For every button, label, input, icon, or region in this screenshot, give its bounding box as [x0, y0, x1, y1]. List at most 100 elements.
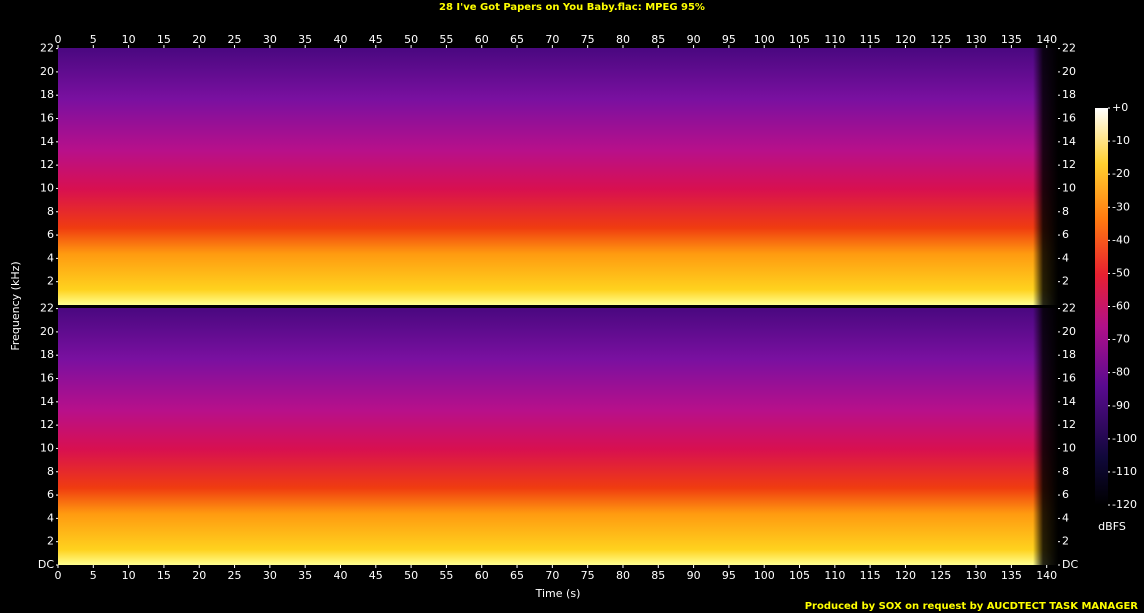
y-tick-label: 10 [40, 181, 54, 194]
y-tick-label: 12 [40, 158, 54, 171]
x-tick-label: 10 [122, 33, 136, 46]
x-tick-label: 60 [475, 33, 489, 46]
y-tick-label: 22 [40, 302, 54, 315]
y-tick-label: 10 [40, 441, 54, 454]
y-tick-label: 6 [47, 228, 54, 241]
y-tick-label-right: 22 [1062, 302, 1076, 315]
x-tick-label: 80 [616, 33, 630, 46]
y-tick-label-right: 2 [1062, 275, 1069, 288]
x-tick-label: 80 [616, 569, 630, 582]
y-tick-label: 18 [40, 348, 54, 361]
x-tick-label: 105 [789, 569, 810, 582]
y-tick-label-right: 16 [1062, 372, 1076, 385]
y-tick-label: 14 [40, 135, 54, 148]
x-tick-label: 85 [651, 569, 665, 582]
x-tick-label: 130 [966, 33, 987, 46]
y-tick-label: 22 [40, 42, 54, 55]
colorbar-tick-label: -40 [1112, 233, 1130, 246]
x-tick-label: 135 [1001, 569, 1022, 582]
x-tick-label: 90 [687, 569, 701, 582]
x-tick-label: 0 [55, 33, 62, 46]
x-tick-label: 120 [895, 569, 916, 582]
x-tick-label: 70 [545, 569, 559, 582]
colorbar-tick-label: -100 [1112, 432, 1137, 445]
x-tick-label: 40 [333, 33, 347, 46]
x-tick-label: 45 [369, 569, 383, 582]
x-tick-label: 115 [860, 569, 881, 582]
x-tick-label: 135 [1001, 33, 1022, 46]
x-tick-label: 130 [966, 569, 987, 582]
y-tick-label-right: 14 [1062, 395, 1076, 408]
chart-title: 28 I've Got Papers on You Baby.flac: MPE… [439, 2, 705, 13]
x-tick-label: 140 [1036, 569, 1057, 582]
y-tick-label-right: 18 [1062, 348, 1076, 361]
x-tick-label: 15 [157, 569, 171, 582]
x-tick-label: 0 [55, 569, 62, 582]
x-tick-label: 125 [930, 33, 951, 46]
colorbar-tick-label: -50 [1112, 266, 1130, 279]
y-tick-label-right: 10 [1062, 181, 1076, 194]
x-tick-label: 45 [369, 33, 383, 46]
x-tick-label: 115 [860, 33, 881, 46]
colorbar-label: dBFS [1098, 520, 1126, 533]
y-tick-label-right: 20 [1062, 65, 1076, 78]
x-tick-label: 65 [510, 569, 524, 582]
x-axis-label: Time (s) [535, 587, 581, 600]
y-tick-label-right: 10 [1062, 441, 1076, 454]
y-tick-label-right: 2 [1062, 535, 1069, 548]
x-tick-label: 30 [263, 33, 277, 46]
x-tick-label: 65 [510, 33, 524, 46]
colorbar-tick-label: -70 [1112, 333, 1130, 346]
x-tick-label: 55 [439, 33, 453, 46]
colorbar-tick-label: -90 [1112, 399, 1130, 412]
y-tick-label-right: 6 [1062, 228, 1069, 241]
x-tick-label: 20 [192, 33, 206, 46]
y-tick-label-right: 4 [1062, 251, 1069, 264]
y-tick-label: DC [38, 558, 54, 571]
x-tick-label: 25 [228, 569, 242, 582]
x-tick-label: 110 [824, 33, 845, 46]
y-tick-label: 8 [47, 205, 54, 218]
y-tick-label: 16 [40, 112, 54, 125]
x-tick-label: 55 [439, 569, 453, 582]
x-tick-label: 10 [122, 569, 136, 582]
y-tick-label: 20 [40, 65, 54, 78]
x-tick-label: 125 [930, 569, 951, 582]
y-tick-label-right: 4 [1062, 511, 1069, 524]
y-tick-label: 4 [47, 251, 54, 264]
x-tick-label: 15 [157, 33, 171, 46]
colorbar-tick-label: +0 [1112, 101, 1128, 114]
colorbar-tick-label: -10 [1112, 134, 1130, 147]
y-tick-label: 4 [47, 511, 54, 524]
y-tick-label-right: 12 [1062, 158, 1076, 171]
x-tick-label: 35 [298, 33, 312, 46]
y-tick-label-right: 18 [1062, 88, 1076, 101]
colorbar-tick-label: -110 [1112, 465, 1137, 478]
y-tick-label: 16 [40, 372, 54, 385]
x-tick-label: 140 [1036, 33, 1057, 46]
colorbar-tick-label: -20 [1112, 167, 1130, 180]
x-tick-label: 120 [895, 33, 916, 46]
y-tick-label-right: 16 [1062, 112, 1076, 125]
y-tick-label-right: 8 [1062, 465, 1069, 478]
x-tick-label: 75 [581, 33, 595, 46]
y-tick-label-right: 14 [1062, 135, 1076, 148]
x-tick-label: 25 [228, 33, 242, 46]
x-tick-label: 5 [90, 569, 97, 582]
y-tick-label: 12 [40, 418, 54, 431]
y-tick-label: 2 [47, 535, 54, 548]
colorbar-tick-label: -120 [1112, 498, 1137, 511]
y-tick-label-right: 8 [1062, 205, 1069, 218]
spectrogram-tail [58, 48, 1058, 305]
x-tick-label: 95 [722, 569, 736, 582]
x-tick-label: 85 [651, 33, 665, 46]
footer: Produced by SOX on request by AUCDTECT T… [805, 601, 1139, 612]
y-tick-label-right: 6 [1062, 488, 1069, 501]
x-tick-label: 35 [298, 569, 312, 582]
y-tick-label-right: DC [1062, 558, 1078, 571]
y-tick-label-right: 20 [1062, 325, 1076, 338]
colorbar-tick-label: -30 [1112, 200, 1130, 213]
y-tick-label: 18 [40, 88, 54, 101]
x-tick-label: 95 [722, 33, 736, 46]
